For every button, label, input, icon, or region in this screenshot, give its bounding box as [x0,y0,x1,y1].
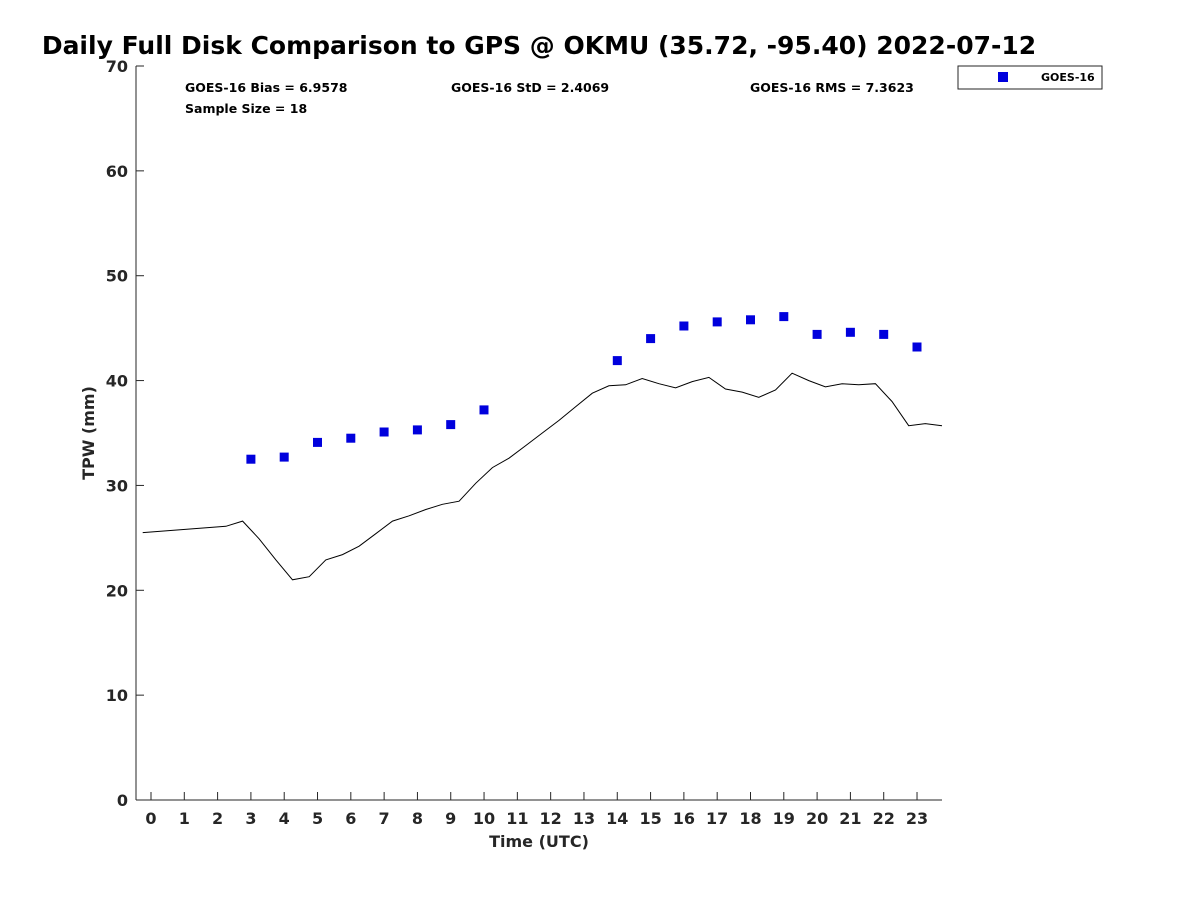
y-tick-label: 0 [117,791,128,810]
x-tick-label: 14 [606,809,628,828]
x-tick-label: 17 [706,809,728,828]
x-tick-label: 23 [906,809,928,828]
axes [135,66,942,801]
goes16-point [246,454,256,464]
x-tick-label: 20 [806,809,828,828]
x-tick-label: 8 [412,809,423,828]
goes16-point [812,329,822,339]
x-tick-label: 10 [473,809,495,828]
plot-area [136,66,942,800]
stat-rms: GOES-16 RMS = 7.3623 [750,80,914,95]
stats-box: GOES-16 Bias = 6.9578 GOES-16 StD = 2.40… [185,80,914,116]
goes16-point [346,433,356,443]
x-tick-label: 7 [379,809,390,828]
goes16-point [712,317,722,327]
goes16-point [845,327,855,337]
goes16-point [313,437,322,447]
x-tick-label: 0 [145,809,156,828]
y-tick-label: 20 [106,581,128,600]
y-tick-label: 40 [106,372,128,391]
chart-title: Daily Full Disk Comparison to GPS @ OKMU… [42,31,1036,60]
y-tick-label: 70 [106,57,128,76]
x-tick-label: 18 [739,809,761,828]
x-tick-label: 22 [873,809,895,828]
goes16-point [746,315,755,325]
x-axis-label: Time (UTC) [489,832,589,851]
goes16-point [912,342,922,352]
goes16-point [479,405,489,415]
goes16-point [879,329,889,339]
goes16-point [446,420,456,430]
goes16-point [679,321,689,331]
x-ticks: 0 1 2 3 4 5 6 7 8 9 10 11 12 13 14 15 16 17 18 19 20 21 22 23 [145,792,928,828]
x-tick-label: 13 [573,809,595,828]
y-tick-label: 60 [106,162,128,181]
x-tick-label: 2 [212,809,223,828]
goes16-point [612,356,622,366]
x-tick-label: 21 [839,809,861,828]
y-tick-label: 10 [106,686,128,705]
x-tick-label: 19 [773,809,795,828]
stat-std: GOES-16 StD = 2.4069 [451,80,609,95]
y-tick-label: 30 [106,476,128,495]
legend: GOES-16 [957,65,1103,90]
legend-label-goes16: GOES-16 [1041,71,1095,84]
stat-bias: GOES-16 Bias = 6.9578 [185,80,347,95]
x-tick-label: 16 [673,809,695,828]
legend-box [957,65,1103,90]
x-tick-label: 4 [279,809,290,828]
x-tick-label: 12 [540,809,562,828]
goes16-point [412,425,422,435]
x-tick-label: 11 [506,809,528,828]
series-layer [142,312,943,581]
gps-tpw-line [142,372,943,581]
x-tick-label: 9 [445,809,456,828]
x-tick-label: 5 [312,809,323,828]
y-tick-label: 50 [106,267,128,286]
x-tick-label: 15 [639,809,661,828]
goes16-point [779,312,789,322]
goes16-point [646,334,656,344]
legend-marker-goes16 [998,72,1008,82]
goes16-point [279,452,289,462]
x-tick-label: 3 [245,809,256,828]
y-axis-label: TPW (mm) [79,386,98,480]
x-tick-label: 6 [345,809,356,828]
goes16-point [379,427,389,437]
x-tick-label: 1 [179,809,190,828]
y-ticks: 0 10 20 30 40 50 60 70 [106,57,144,810]
stat-sample-size: Sample Size = 18 [185,101,307,116]
